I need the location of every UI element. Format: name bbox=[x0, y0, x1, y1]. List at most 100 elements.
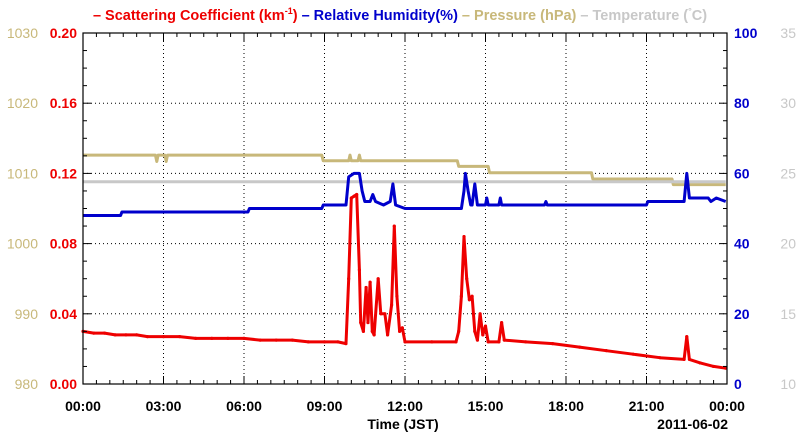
x-axis-tick-label: 00:00 bbox=[65, 398, 101, 414]
x-axis-tick-label: 09:00 bbox=[307, 398, 343, 414]
series-point-scattering bbox=[685, 335, 689, 339]
series-point-scattering bbox=[462, 234, 466, 239]
series-point-scattering bbox=[430, 340, 434, 344]
series-point-scattering bbox=[370, 329, 374, 333]
legend-item-superscript: -1 bbox=[285, 6, 293, 16]
humidity-axis-tick-label: 80 bbox=[734, 95, 750, 111]
series-point-scattering bbox=[687, 357, 692, 362]
series-point-scattering bbox=[403, 340, 407, 344]
scattering-axis-tick-label: 0.08 bbox=[50, 236, 77, 252]
series-point-scattering bbox=[473, 329, 477, 333]
humidity-axis-tick-label: 60 bbox=[734, 165, 750, 181]
series-point-scattering bbox=[497, 340, 501, 344]
legend-text: – Scattering Coefficient (km-1) – Relati… bbox=[93, 6, 707, 24]
x-axis-label: Time (JST) bbox=[367, 416, 438, 432]
series-point-scattering bbox=[457, 329, 461, 333]
legend-item-superscript: ° bbox=[688, 6, 692, 16]
scattering-axis-tick-label: 0.12 bbox=[50, 165, 77, 181]
humidity-axis-tick-label: 20 bbox=[734, 306, 750, 322]
series-point-scattering bbox=[682, 357, 686, 362]
series-point-scattering bbox=[524, 340, 528, 344]
series-point-scattering bbox=[226, 336, 230, 340]
humidity-axis-tick-label: 100 bbox=[734, 25, 758, 41]
legend-item: – Temperature ( bbox=[576, 8, 688, 24]
series-point-scattering bbox=[359, 320, 363, 325]
series-point-scattering bbox=[398, 329, 402, 333]
scattering-axis-tick-label: 0.16 bbox=[50, 95, 77, 111]
y-axes: 98099010001010102010300.000.040.080.120.… bbox=[7, 25, 796, 392]
series-point-scattering bbox=[366, 320, 370, 325]
series-point-scattering bbox=[242, 336, 246, 340]
series-line-pressure bbox=[83, 153, 726, 187]
pressure-axis-tick-label: 1020 bbox=[7, 95, 38, 111]
legend-item-tail: ) bbox=[293, 8, 298, 24]
series-point-scattering bbox=[379, 312, 383, 316]
series-point-scattering bbox=[135, 333, 139, 337]
series-point-scattering bbox=[454, 340, 458, 344]
temperature-axis-tick-label: 25 bbox=[780, 165, 796, 181]
legend-item-tail: C) bbox=[692, 8, 707, 24]
series-point-scattering bbox=[395, 294, 399, 298]
scattering-axis-tick-label: 0.04 bbox=[50, 306, 77, 322]
series-point-scattering bbox=[364, 285, 368, 290]
legend-item: – Relative Humidity(%) bbox=[298, 8, 459, 24]
series-point-scattering bbox=[274, 338, 278, 342]
series-point-scattering bbox=[178, 335, 182, 339]
series-point-scattering bbox=[385, 333, 390, 337]
series-point-scattering bbox=[113, 333, 117, 337]
series-point-scattering bbox=[124, 333, 128, 337]
series-point-scattering bbox=[400, 326, 404, 330]
temperature-axis-tick-label: 35 bbox=[780, 25, 796, 41]
pressure-axis-tick-label: 1000 bbox=[7, 236, 38, 252]
series-point-scattering bbox=[145, 335, 149, 339]
series-point-scattering bbox=[500, 320, 504, 325]
series-point-scattering bbox=[376, 277, 380, 281]
date-label: 2011-06-02 bbox=[657, 416, 728, 432]
x-axis-tick-label: 15:00 bbox=[468, 398, 504, 414]
plot-series bbox=[81, 153, 728, 370]
series-point-scattering bbox=[383, 312, 387, 316]
series-point-scattering bbox=[658, 356, 662, 360]
series-point-scattering bbox=[258, 338, 262, 342]
series-point-scattering bbox=[161, 335, 166, 339]
temperature-axis-tick-label: 15 bbox=[780, 306, 796, 322]
series-point-scattering bbox=[357, 268, 361, 272]
series-point-scattering bbox=[352, 194, 356, 198]
series-point-scattering bbox=[502, 338, 506, 342]
series-point-scattering bbox=[372, 333, 376, 337]
series-point-scattering bbox=[478, 312, 482, 316]
series-point-scattering bbox=[465, 277, 469, 281]
series-point-scattering bbox=[355, 192, 359, 197]
legend-item: – Scattering Coefficient (km bbox=[93, 8, 285, 24]
series-point-scattering bbox=[486, 340, 490, 344]
series-point-scattering bbox=[467, 298, 471, 302]
series-point-scattering bbox=[336, 340, 340, 344]
pressure-axis-tick-label: 1030 bbox=[7, 25, 38, 41]
temperature-axis-tick-label: 30 bbox=[780, 95, 796, 111]
series-point-scattering bbox=[475, 338, 480, 342]
humidity-axis-tick-label: 40 bbox=[734, 236, 750, 252]
series-point-scattering bbox=[631, 352, 635, 356]
series-line-humidity bbox=[83, 171, 727, 217]
temperature-axis-tick-label: 10 bbox=[780, 376, 796, 392]
x-axis-tick-label: 00:00 bbox=[709, 398, 745, 414]
x-axis-tick-label: 12:00 bbox=[387, 398, 423, 414]
x-axis-tick-label: 18:00 bbox=[548, 398, 584, 414]
pressure-axis-tick-label: 1010 bbox=[7, 165, 38, 181]
series-point-scattering bbox=[577, 345, 582, 349]
series-point-scattering bbox=[92, 331, 96, 335]
legend-item: – Pressure (hPa) bbox=[458, 8, 577, 24]
pressure-axis-tick-label: 990 bbox=[15, 306, 39, 322]
series-point-scattering bbox=[389, 303, 394, 307]
series-point-scattering bbox=[347, 277, 351, 281]
x-axis-tick-label: 21:00 bbox=[629, 398, 665, 414]
chart-legend: – Scattering Coefficient (km-1) – Relati… bbox=[93, 6, 707, 24]
series-point-scattering bbox=[392, 224, 396, 228]
series-point-scattering bbox=[102, 331, 107, 335]
series-point-scattering bbox=[550, 342, 555, 346]
series-point-scattering bbox=[361, 329, 366, 333]
series-point-scattering bbox=[483, 324, 488, 328]
humidity-axis-tick-label: 0 bbox=[734, 376, 742, 392]
series-point-scattering bbox=[711, 364, 716, 369]
